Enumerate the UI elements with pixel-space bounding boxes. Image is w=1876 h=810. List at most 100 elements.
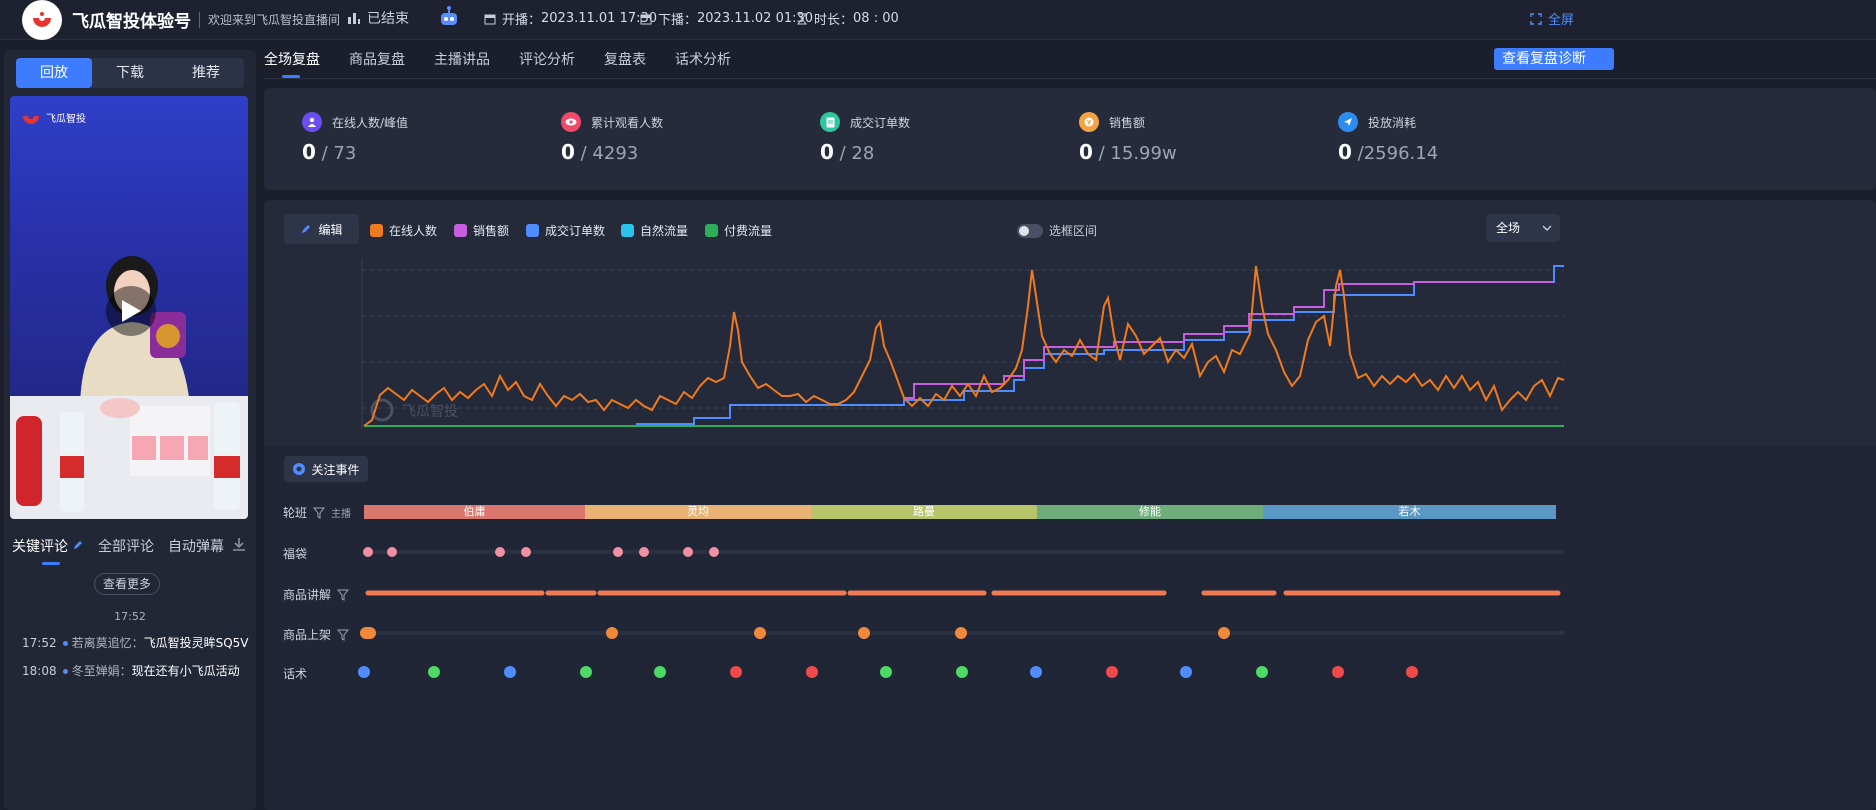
view-diagnosis-button[interactable]: 查看复盘诊断 <box>1494 48 1614 70</box>
main-tabs: 全场复盘 商品复盘 主播讲品 评论分析 复盘表 话术分析 <box>264 42 760 78</box>
robot-icon[interactable] <box>438 6 460 32</box>
stat-sales: 销售额 0 / 15.99w <box>1079 112 1177 164</box>
script-marker[interactable] <box>654 666 666 678</box>
lucky-bag-icon[interactable] <box>613 547 623 557</box>
script-marker[interactable] <box>428 666 440 678</box>
comment-item: 17:52 若离莫追忆：飞瓜智投灵眸SQ5V <box>22 634 249 651</box>
start-label: 开播： <box>502 13 542 28</box>
script-marker[interactable] <box>1256 666 1268 678</box>
lucky-bag-icon[interactable] <box>387 547 397 557</box>
lucky-bag-icon[interactable] <box>709 547 719 557</box>
filter-icon[interactable] <box>313 507 326 519</box>
legend-natural[interactable]: 自然流量 <box>621 222 688 239</box>
listing-marker[interactable] <box>955 627 967 639</box>
trend-chart[interactable]: 飞瓜智投 <box>264 250 1574 440</box>
legend-label: 销售额 <box>473 224 510 238</box>
legend-sales[interactable]: 销售额 <box>454 222 509 239</box>
script-marker[interactable] <box>956 666 968 678</box>
listing-markers <box>360 627 1230 639</box>
range-select-toggle[interactable]: 选框区间 <box>1017 222 1097 239</box>
bar-chart-icon <box>348 13 360 24</box>
legend-online[interactable]: 在线人数 <box>370 222 437 239</box>
video-logo: 飞瓜智投 <box>22 110 86 125</box>
legend-paid[interactable]: 付费流量 <box>705 222 772 239</box>
divider <box>199 11 200 28</box>
tab-product-review[interactable]: 商品复盘 <box>349 52 405 68</box>
lucky-bag-icon[interactable] <box>521 547 531 557</box>
filter-icon[interactable] <box>337 589 350 601</box>
chart-area <box>264 200 1876 446</box>
shift-segment[interactable]: 若木 <box>1263 505 1556 519</box>
script-marker[interactable] <box>580 666 592 678</box>
tab-all-comments[interactable]: 全部评论 <box>98 539 154 555</box>
shift-segment[interactable]: 路曼 <box>811 505 1037 519</box>
script-marker[interactable] <box>1332 666 1344 678</box>
divider <box>264 78 1876 79</box>
video-player[interactable]: 飞瓜智投 <box>10 96 248 519</box>
lucky-bag-icon[interactable] <box>363 547 373 557</box>
tab-full-review[interactable]: 全场复盘 <box>264 52 320 68</box>
listing-marker[interactable] <box>858 627 870 639</box>
listing-marker[interactable] <box>1218 627 1230 639</box>
user-icon <box>302 112 322 132</box>
order-icon <box>820 112 840 132</box>
tab-host-explain[interactable]: 主播讲品 <box>434 52 490 68</box>
stat-total: / 28 <box>833 143 875 164</box>
listing-marker[interactable] <box>606 627 618 639</box>
shift-segment[interactable]: 伯庸 <box>364 505 585 519</box>
listing-marker[interactable] <box>360 627 376 639</box>
tab-recommend[interactable]: 推荐 <box>192 65 220 81</box>
edit-icon <box>302 225 311 233</box>
lucky-bag-icon[interactable] <box>639 547 649 557</box>
script-marker[interactable] <box>504 666 516 678</box>
lucky-bag-icon[interactable] <box>495 547 505 557</box>
fullscreen-button[interactable]: 全屏 <box>1530 9 1574 28</box>
lucky-bag-icon[interactable] <box>683 547 693 557</box>
script-marker[interactable] <box>1180 666 1192 678</box>
listing-marker[interactable] <box>754 627 766 639</box>
calendar-icon <box>640 14 652 24</box>
tab-comment-analysis[interactable]: 评论分析 <box>519 52 575 68</box>
brand-logo-icon <box>23 115 39 124</box>
comment-item: 18:08 冬至婵娟：现在还有小飞瓜活动 <box>22 662 240 679</box>
tab-key-comments[interactable]: 关键评论 <box>12 536 84 556</box>
shift-segment[interactable]: 灵均 <box>585 505 811 519</box>
series-sales <box>904 281 1554 399</box>
script-marker[interactable] <box>1106 666 1118 678</box>
stat-orders: 成交订单数 0 / 28 <box>820 112 910 164</box>
script-marker[interactable] <box>730 666 742 678</box>
edit-label: 编辑 <box>318 222 343 237</box>
see-more-button[interactable]: 查看更多 <box>94 573 160 595</box>
top-bar: 飞瓜智投体验号 欢迎来到飞瓜智投直播间 已结束 开播： 2023.11.01 17… <box>0 0 1876 40</box>
comment-user: 冬至婵娟： <box>71 664 132 678</box>
stat-label: 在线人数/峰值 <box>332 115 409 130</box>
stat-ad-spend: 投放消耗 0 /2596.14 <box>1338 112 1438 164</box>
play-button[interactable] <box>106 286 156 336</box>
script-marker[interactable] <box>1030 666 1042 678</box>
script-marker[interactable] <box>806 666 818 678</box>
tab-auto-danmaku[interactable]: 自动弹幕 <box>168 539 224 555</box>
events-button[interactable]: 关注事件 <box>284 456 368 482</box>
legend-orders[interactable]: 成交订单数 <box>526 222 605 239</box>
legend-label: 在线人数 <box>389 224 438 238</box>
download-icon[interactable] <box>232 536 246 555</box>
script-marker[interactable] <box>880 666 892 678</box>
script-marker[interactable] <box>358 666 370 678</box>
edit-button[interactable]: 编辑 <box>284 214 359 244</box>
legend-swatch <box>621 224 634 237</box>
toggle-switch[interactable] <box>1017 223 1043 238</box>
bag-markers <box>363 547 719 557</box>
shift-segment[interactable]: 修能 <box>1037 505 1263 519</box>
tab-script-analysis[interactable]: 话术分析 <box>675 52 731 68</box>
start-value: 2023.11.01 17:30 <box>541 11 658 26</box>
filter-icon[interactable] <box>337 629 350 641</box>
tab-download[interactable]: 下载 <box>116 65 144 81</box>
range-dropdown[interactable]: 全场 <box>1486 214 1560 242</box>
tab-review-table[interactable]: 复盘表 <box>604 52 646 68</box>
live-status: 已结束 <box>347 8 409 28</box>
script-marker[interactable] <box>1406 666 1418 678</box>
tab-replay[interactable]: 回放 <box>16 58 92 88</box>
play-icon <box>122 300 141 322</box>
row-label-text: 商品上架 <box>283 628 332 642</box>
edit-icon[interactable] <box>72 539 84 551</box>
